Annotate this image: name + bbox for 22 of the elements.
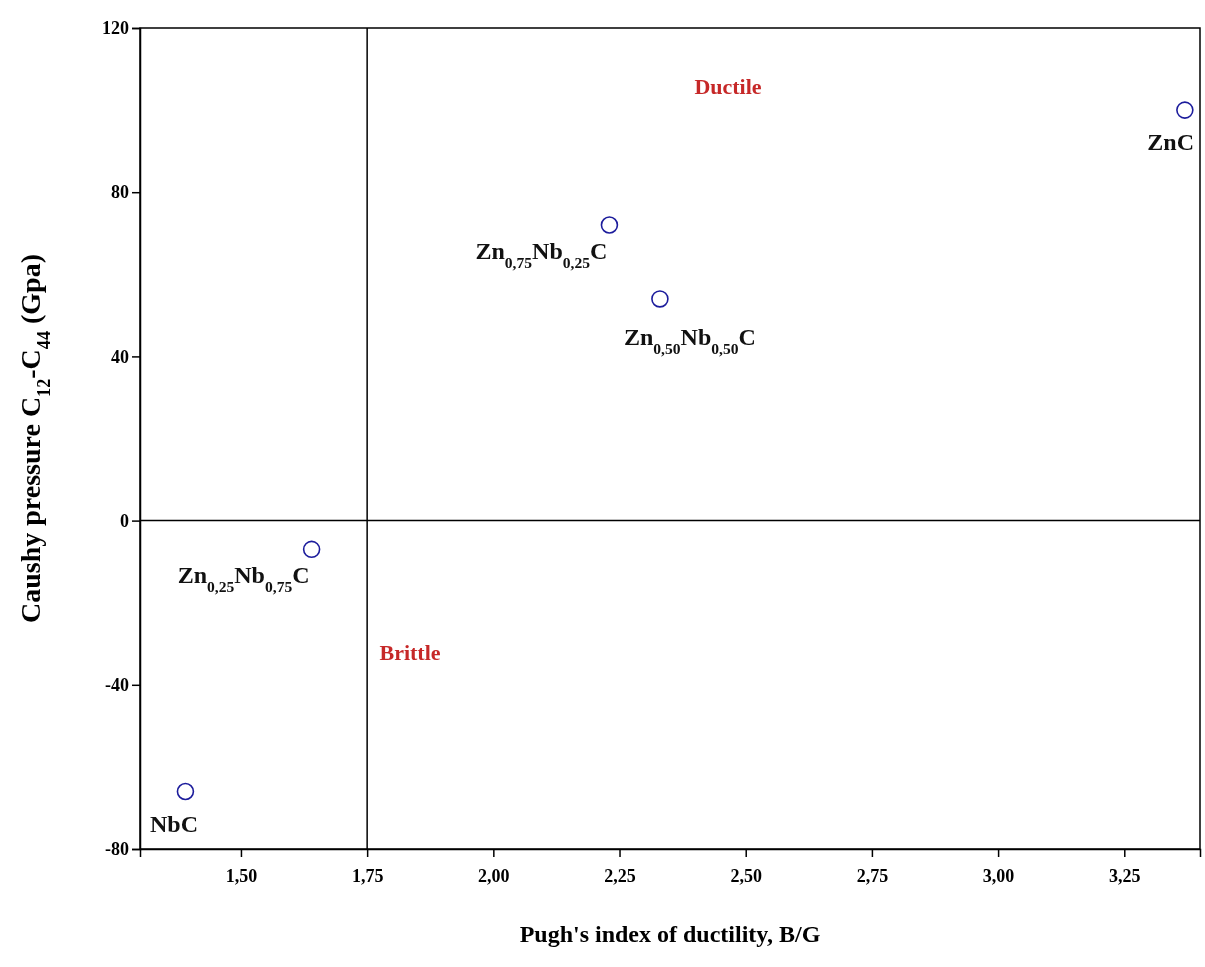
y-tick-label: -80 <box>105 839 129 860</box>
y-tick-label: 40 <box>111 346 129 367</box>
x-tick-label: 3,00 <box>982 865 1015 886</box>
x-tick-label: 2,75 <box>856 865 889 886</box>
annotation: Zn$_{0,75}$Nb$_{0,25}$C <box>475 238 608 271</box>
x-tick-label: 2,25 <box>604 865 636 886</box>
y-tick-label: 120 <box>102 18 129 39</box>
y-tick-label: 80 <box>111 182 129 203</box>
y-tick-label: 0 <box>120 510 129 531</box>
annotation: Zn$_{0,25}$Nb$_{0,75}$C <box>177 562 310 595</box>
x-tick-label: 1,50 <box>225 865 258 886</box>
annotation: Ductile <box>694 73 762 99</box>
x-tick-label: 3,25 <box>1109 865 1141 886</box>
x-axis-title: Pugh's index of ductility, B/G <box>519 921 821 947</box>
annotation: Brittle <box>379 640 441 666</box>
x-tick-label: 2,00 <box>478 865 510 886</box>
annotation: ZnC <box>1147 129 1194 156</box>
annotation: NbC <box>150 810 199 837</box>
x-tick-label: 1,75 <box>351 865 384 886</box>
x-tick-label: 2,50 <box>730 865 762 886</box>
annotation: Zn$_{0,50}$Nb$_{0,50}$C <box>623 323 756 357</box>
y-tick-label: -40 <box>105 675 129 696</box>
